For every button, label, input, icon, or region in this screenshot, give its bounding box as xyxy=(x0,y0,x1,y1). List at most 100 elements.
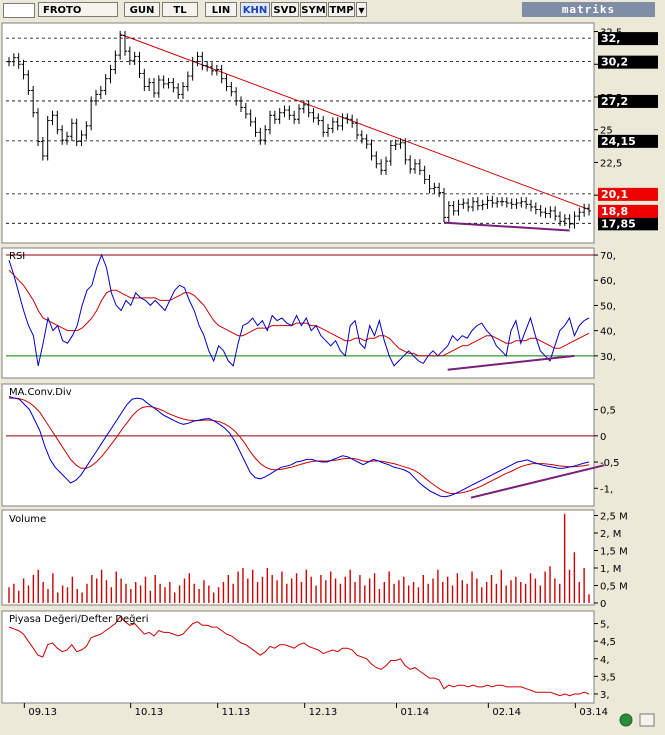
price-bar xyxy=(490,195,495,208)
chart-area: 32,53027,52522,52032,30,227,224,1520,117… xyxy=(0,20,665,735)
macd-divergence-line xyxy=(470,464,605,499)
x-axis-label: 10.13 xyxy=(135,707,164,718)
price-tick-label: 22,5 xyxy=(600,158,622,169)
price-bar xyxy=(123,30,127,56)
refresh-icon[interactable] xyxy=(619,713,633,727)
price-bar xyxy=(234,87,239,106)
price-bar xyxy=(239,96,243,113)
price-bar xyxy=(330,117,335,133)
x-axis-label: 12.13 xyxy=(309,707,338,718)
price-level-label: 20,1 xyxy=(601,188,628,201)
rsi-panel[interactable] xyxy=(1,247,595,379)
macd-tick-label: -0,5 xyxy=(600,458,620,469)
x-axis-label: 03.14 xyxy=(579,707,608,718)
macd-panel[interactable] xyxy=(1,383,595,507)
pbv-tick-label: 3, xyxy=(600,690,610,701)
symbol-field[interactable]: FROTO xyxy=(38,2,118,17)
price-bar xyxy=(355,118,359,140)
price-bar xyxy=(7,57,11,67)
price-bar xyxy=(50,110,55,126)
price-bar xyxy=(11,53,16,67)
price-bar xyxy=(98,85,103,99)
button-svd[interactable]: SVD xyxy=(271,2,299,17)
price-level-flag xyxy=(598,32,658,46)
price-bar xyxy=(321,115,326,137)
price-level-flag xyxy=(598,55,658,69)
price-bar xyxy=(446,201,451,223)
button-tmp[interactable]: TMP xyxy=(328,2,355,17)
volume-tick-label: 1,5 M xyxy=(600,547,628,558)
price-bar xyxy=(263,125,268,145)
macd-tick-label: 0 xyxy=(600,432,606,443)
macd-tick-label: 0,5 xyxy=(600,406,616,417)
price-level-label: 30,2 xyxy=(601,56,628,69)
price-bar xyxy=(190,57,195,81)
price-bar xyxy=(413,159,417,174)
button-sym[interactable]: SYM xyxy=(300,2,327,17)
button-gun[interactable]: GUN xyxy=(124,2,160,17)
price-bar xyxy=(306,100,311,118)
price-bar xyxy=(553,206,558,221)
price-bar xyxy=(84,121,89,140)
button-khn[interactable]: KHN xyxy=(240,2,270,17)
price-bar xyxy=(45,115,50,161)
price-level-label: 24,15 xyxy=(601,135,636,148)
price-bar xyxy=(350,114,355,128)
button-tl[interactable]: TL xyxy=(162,2,198,17)
rsi-fast-line xyxy=(8,253,590,367)
volume-panel[interactable] xyxy=(1,509,595,606)
pbv-panel[interactable] xyxy=(1,610,595,704)
expand-icon[interactable] xyxy=(639,713,655,727)
price-level-flag xyxy=(598,134,658,148)
price-level-label: 27,2 xyxy=(601,95,628,108)
button-lin[interactable]: LIN xyxy=(205,2,237,17)
volume-tick-label: 1, M xyxy=(600,564,621,575)
price-bar xyxy=(74,118,79,147)
volume-series xyxy=(8,513,590,603)
price-bar xyxy=(442,187,446,223)
price-bar xyxy=(258,127,263,145)
macd-signal-line xyxy=(9,397,590,494)
price-bar xyxy=(514,198,519,209)
price-bar xyxy=(485,195,490,209)
price-bar xyxy=(524,197,529,209)
price-level-label: 17,85 xyxy=(601,217,636,230)
volume-tick-label: 2, M xyxy=(600,529,621,540)
price-level-flag xyxy=(598,217,658,231)
symbol-icon[interactable] xyxy=(3,3,35,18)
price-bar xyxy=(437,182,442,198)
price-bar xyxy=(69,118,74,141)
price-bar xyxy=(224,74,229,92)
price-bar xyxy=(287,105,292,120)
price-bar xyxy=(417,159,422,175)
price-level-flag xyxy=(598,187,658,201)
price-bar xyxy=(181,81,185,99)
price-bar xyxy=(137,51,142,79)
price-bar xyxy=(427,174,432,194)
rsi-divergence-line xyxy=(447,354,575,371)
price-bar xyxy=(335,117,340,131)
price-bar xyxy=(214,64,219,76)
macd-tick-label: -1, xyxy=(600,484,613,495)
price-tick-label: 25 xyxy=(600,126,613,137)
price-bar xyxy=(451,201,456,216)
price-bar xyxy=(268,110,272,135)
price-bar xyxy=(393,139,398,151)
price-bar xyxy=(432,182,437,194)
price-bar xyxy=(538,205,543,217)
price-bar xyxy=(577,207,582,221)
price-bar xyxy=(185,71,190,92)
price-panel[interactable] xyxy=(1,22,595,244)
price-bar xyxy=(301,100,306,114)
rsi-tick-label: 70, xyxy=(600,251,616,262)
x-axis-bar xyxy=(2,703,594,717)
price-bar xyxy=(533,202,538,215)
dropdown-arrow-icon[interactable]: ▼ xyxy=(356,2,367,17)
pbv-tick-label: 5, xyxy=(600,620,610,631)
price-bar xyxy=(475,197,480,211)
price-trendline xyxy=(119,33,590,211)
price-series xyxy=(7,30,591,229)
price-bar xyxy=(388,140,393,166)
price-bar xyxy=(156,75,161,98)
